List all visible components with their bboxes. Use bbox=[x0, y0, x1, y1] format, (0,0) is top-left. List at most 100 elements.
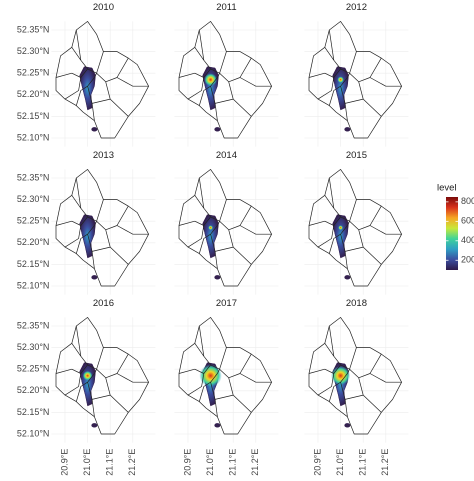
district-border bbox=[178, 216, 211, 226]
district-border bbox=[308, 364, 341, 374]
panel-title: 2011 bbox=[216, 2, 236, 13]
district-border bbox=[178, 21, 272, 139]
district-border bbox=[317, 373, 335, 396]
density-blob bbox=[79, 66, 96, 111]
district-border bbox=[64, 77, 82, 100]
density-blob bbox=[202, 214, 219, 259]
density-spot bbox=[214, 423, 221, 428]
district-border bbox=[317, 225, 335, 248]
district-border bbox=[96, 57, 129, 83]
y-tick-label: 52.10°N bbox=[17, 280, 50, 290]
district-border bbox=[239, 77, 272, 87]
y-tick-label: 52.15°N bbox=[17, 111, 50, 121]
district-border bbox=[308, 169, 402, 287]
district-border bbox=[239, 225, 272, 235]
panel-title: 2016 bbox=[93, 298, 114, 309]
district-border bbox=[215, 394, 234, 400]
y-tick-label: 52.15°N bbox=[17, 407, 50, 417]
district-border bbox=[198, 177, 205, 209]
district-border bbox=[64, 373, 82, 396]
district-border bbox=[219, 57, 252, 83]
district-border bbox=[219, 205, 252, 231]
district-border bbox=[178, 169, 272, 287]
x-tick-label: 21.1°E bbox=[358, 449, 368, 476]
panel-title: 2012 bbox=[346, 2, 367, 13]
x-tick-label: 20.9°E bbox=[59, 449, 69, 476]
district-border bbox=[308, 216, 341, 226]
district-border bbox=[178, 68, 211, 78]
district-border bbox=[317, 77, 335, 100]
y-tick-label: 52.10°N bbox=[17, 428, 50, 438]
district-border bbox=[92, 246, 111, 252]
district-border bbox=[239, 373, 272, 383]
district-border bbox=[219, 353, 252, 379]
y-tick-label: 52.20°N bbox=[17, 237, 50, 247]
district-border bbox=[349, 353, 382, 379]
y-tick-label: 52.25°N bbox=[17, 68, 50, 78]
district-border bbox=[349, 205, 382, 231]
panel-title: 2015 bbox=[346, 150, 367, 161]
y-tick-label: 52.35°N bbox=[17, 320, 50, 330]
density-spot bbox=[91, 423, 98, 428]
legend-label: 8000 bbox=[461, 196, 474, 206]
district-border bbox=[328, 177, 335, 209]
district-border bbox=[55, 317, 149, 435]
district-border bbox=[92, 394, 111, 400]
district-border bbox=[308, 68, 341, 78]
x-tick-label: 21.0°E bbox=[335, 449, 345, 476]
district-border bbox=[116, 225, 149, 235]
district-border bbox=[308, 317, 402, 435]
legend-label: 6000 bbox=[461, 216, 474, 226]
district-border bbox=[55, 169, 149, 287]
x-tick-label: 20.9°E bbox=[182, 449, 192, 476]
density-peak bbox=[338, 225, 343, 231]
district-border bbox=[187, 77, 205, 100]
density-spot bbox=[214, 127, 221, 132]
panel-title: 2014 bbox=[216, 150, 237, 161]
color-bar bbox=[446, 197, 458, 270]
y-tick-label: 52.10°N bbox=[17, 132, 50, 142]
y-tick-label: 52.20°N bbox=[17, 89, 50, 99]
district-border bbox=[116, 373, 149, 383]
density-peak bbox=[337, 76, 344, 83]
district-border bbox=[55, 364, 88, 374]
x-tick-label: 21.2°E bbox=[250, 449, 260, 476]
district-border bbox=[55, 68, 88, 78]
legend-title: level bbox=[437, 183, 457, 194]
district-border bbox=[345, 394, 364, 400]
x-tick-label: 21.2°E bbox=[127, 449, 137, 476]
panel-title: 2010 bbox=[93, 2, 114, 13]
x-tick-label: 21.0°E bbox=[205, 449, 215, 476]
density-peak bbox=[208, 225, 214, 231]
district-border bbox=[96, 205, 129, 231]
district-border bbox=[92, 98, 111, 104]
density-spot bbox=[344, 275, 351, 280]
panel-title: 2013 bbox=[93, 150, 114, 161]
district-border bbox=[178, 364, 211, 374]
district-border bbox=[55, 216, 88, 226]
district-border bbox=[215, 246, 234, 252]
x-tick-label: 21.0°E bbox=[82, 449, 92, 476]
density-blob bbox=[79, 214, 96, 259]
y-tick-label: 52.35°N bbox=[17, 172, 50, 182]
y-tick-label: 52.30°N bbox=[17, 194, 50, 204]
legend-label: 2000 bbox=[461, 255, 474, 265]
density-spot bbox=[344, 127, 351, 132]
density-spot bbox=[214, 275, 221, 280]
district-border bbox=[198, 29, 205, 61]
x-tick-label: 21.2°E bbox=[380, 449, 390, 476]
district-border bbox=[75, 177, 82, 209]
density-peak bbox=[204, 73, 218, 87]
district-border bbox=[369, 77, 402, 87]
district-border bbox=[75, 29, 82, 61]
panel-title: 2017 bbox=[216, 298, 237, 309]
district-border bbox=[64, 225, 82, 248]
x-tick-label: 21.1°E bbox=[228, 449, 238, 476]
x-tick-label: 20.9°E bbox=[312, 449, 322, 476]
district-border bbox=[187, 225, 205, 248]
legend-label: 4000 bbox=[461, 235, 474, 245]
density-peak bbox=[82, 370, 93, 381]
district-border bbox=[96, 353, 129, 379]
y-tick-label: 52.25°N bbox=[17, 216, 50, 226]
